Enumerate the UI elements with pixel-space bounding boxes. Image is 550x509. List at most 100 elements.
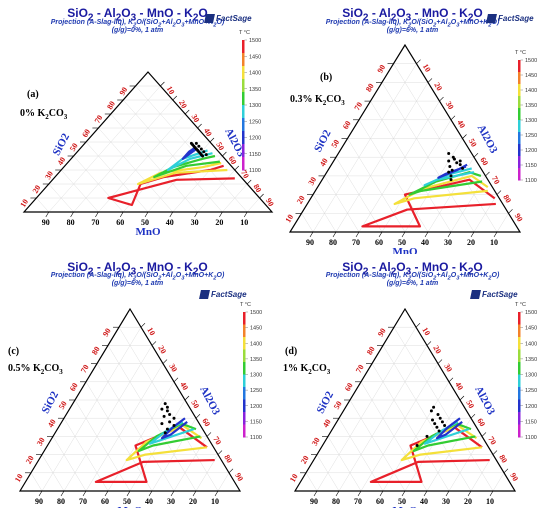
tick-label-left: 40 (318, 157, 330, 168)
grid-line (393, 327, 494, 492)
factsage-logo: FactSage (199, 290, 247, 299)
tick-label-right: 40 (178, 380, 190, 391)
chart-subtitle-condition: (g/g)=6%, 1 atm (386, 280, 439, 287)
sample-point (168, 413, 172, 417)
isotherm-1400 (136, 161, 228, 186)
axis-label-sio2: SiO2 (40, 389, 62, 416)
grid-line (73, 155, 124, 213)
tick-label-right: 90 (233, 471, 245, 482)
grid-line (316, 327, 417, 492)
legend-color-step (518, 120, 521, 133)
tick-label-left: 90 (376, 327, 388, 338)
tick-label-bottom: 60 (376, 497, 384, 506)
tick-mark (332, 231, 337, 238)
axis-label-mno: MnO (392, 505, 418, 508)
tick-label-right: 20 (431, 344, 443, 355)
tick-mark (378, 231, 383, 238)
legend-color-step (518, 108, 521, 121)
axis-label-sio2: SiO2 (51, 131, 73, 158)
grid-line (41, 454, 65, 492)
tick-label-bottom: 40 (166, 218, 174, 227)
sample-point (425, 434, 429, 438)
sample-point (172, 416, 176, 420)
tick-mark (160, 81, 165, 87)
grid-line (370, 100, 452, 233)
legend-value: 1250 (525, 133, 537, 139)
tick-mark (473, 152, 479, 158)
tick-mark (379, 490, 384, 497)
tick-label-left: 60 (341, 119, 353, 130)
tick-label-left: 60 (68, 381, 80, 392)
sample-point (162, 414, 166, 418)
tick-label-bottom: 80 (67, 218, 75, 227)
ternary-diagram: 90 80 70 60 50 40 30 20 10 10 20 30 40 50 60 70 80 90 10 20… (288, 302, 537, 508)
sample-point (204, 153, 208, 157)
legend-value: 1500 (525, 310, 537, 316)
k2co3-content: 0.3% K2CO3 (290, 94, 345, 107)
legend-value: 1350 (250, 357, 262, 363)
tick-label-bottom: 40 (421, 238, 429, 247)
tick-label-bottom: 30 (167, 497, 175, 506)
isotherm-1400 (393, 174, 489, 206)
tick-mark (470, 413, 476, 419)
sample-point (447, 170, 451, 174)
grid-line (173, 436, 208, 492)
tick-mark (503, 468, 509, 474)
grid-line (247, 197, 260, 213)
sample-point (429, 409, 433, 413)
grid-line (30, 472, 43, 492)
isotherm-1500 (361, 178, 496, 228)
tick-mark (437, 359, 443, 364)
axis-label-mno: MnO (135, 226, 161, 238)
tick-label-left: 20 (299, 454, 311, 465)
panel-d: SiO2 - Al2O3 - MnO - K2O Projection (A-Sl… (275, 254, 550, 508)
tick-mark (259, 193, 264, 199)
legend-color-step (518, 387, 521, 400)
legend-value: 1450 (525, 73, 537, 79)
tick-label-bottom: 50 (398, 238, 406, 247)
legend-unit: T °C (240, 302, 251, 308)
grid-line (360, 363, 439, 492)
tick-mark (82, 490, 87, 497)
tick-label-bottom: 60 (375, 238, 383, 247)
tick-mark (246, 179, 252, 185)
legend-color-step (243, 312, 246, 325)
tick-label-left: 20 (31, 184, 43, 195)
sample-point (451, 155, 455, 159)
legend-color-step (242, 40, 245, 54)
legend-color-step (518, 60, 521, 73)
legend-color-step (518, 312, 521, 325)
isotherm-1200 (423, 167, 475, 187)
tick-label-left: 10 (288, 472, 300, 483)
tick-label-left: 70 (354, 363, 366, 374)
tick-label-bottom: 70 (91, 218, 99, 227)
legend-color-step (518, 84, 521, 97)
tick-label-left: 30 (306, 175, 318, 186)
tick-mark (467, 490, 472, 497)
sample-point (415, 444, 419, 447)
isotherm-1400 (125, 424, 208, 462)
tick-label-left: 70 (352, 101, 364, 112)
legend-value: 1100 (250, 435, 262, 441)
legend-color-step (242, 105, 245, 119)
grid-line (217, 472, 230, 492)
tick-label-left: 80 (90, 345, 102, 356)
grid-line (335, 157, 383, 233)
legend-color-step (518, 424, 521, 438)
sample-point (168, 420, 172, 424)
tick-label-bottom: 30 (191, 218, 199, 227)
isotherm-group (107, 146, 235, 207)
tick-mark (169, 211, 174, 218)
tick-label-left: 50 (57, 400, 69, 411)
legend-color-step (518, 374, 521, 388)
tick-label-bottom: 20 (464, 497, 472, 506)
grid-line (197, 169, 235, 213)
grid-line (324, 175, 360, 233)
tick-label-left: 50 (329, 138, 341, 149)
sample-points (189, 141, 208, 158)
legend-color-step (243, 412, 246, 425)
isotherm-1300 (153, 154, 221, 179)
tick-mark (119, 211, 124, 218)
tick-mark (313, 490, 318, 497)
legend-color-step (243, 387, 246, 400)
